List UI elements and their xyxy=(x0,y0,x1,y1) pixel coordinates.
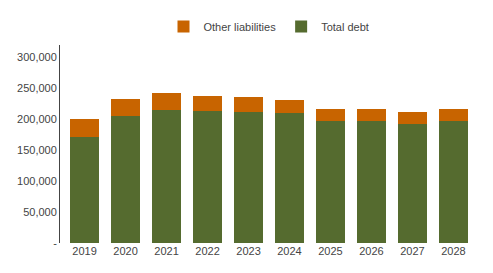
svg-text:100,000: 100,000 xyxy=(17,175,57,187)
svg-text:2024: 2024 xyxy=(277,245,301,257)
svg-text:2026: 2026 xyxy=(359,245,383,257)
svg-text:Total debt: Total debt xyxy=(321,21,369,33)
svg-text:-: - xyxy=(53,237,57,249)
svg-text:150,000: 150,000 xyxy=(17,144,57,156)
svg-text:2021: 2021 xyxy=(154,245,178,257)
svg-text:2028: 2028 xyxy=(441,245,465,257)
svg-text:2020: 2020 xyxy=(113,245,137,257)
svg-text:2023: 2023 xyxy=(236,245,260,257)
svg-text:2027: 2027 xyxy=(400,245,424,257)
svg-text:2022: 2022 xyxy=(195,245,219,257)
svg-text:2019: 2019 xyxy=(72,245,96,257)
svg-text:300,000: 300,000 xyxy=(17,51,57,63)
svg-text:50,000: 50,000 xyxy=(23,206,57,218)
svg-text:Other liabilities: Other liabilities xyxy=(204,21,277,33)
svg-text:200,000: 200,000 xyxy=(17,113,57,125)
svg-text:2025: 2025 xyxy=(318,245,342,257)
svg-text:250,000: 250,000 xyxy=(17,82,57,94)
